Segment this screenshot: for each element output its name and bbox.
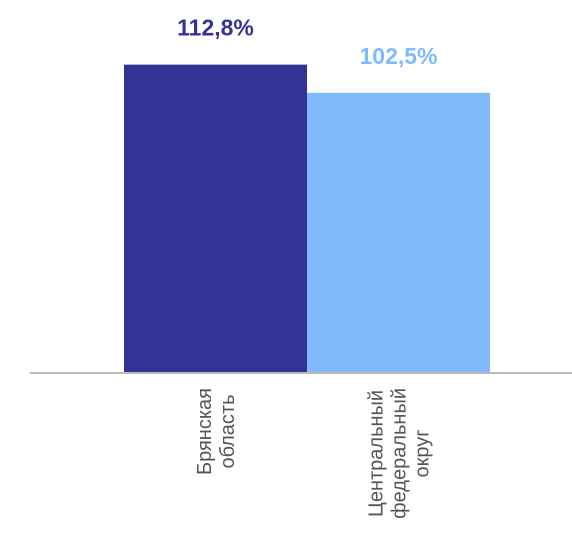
data-labels-group: 112,8% 102,5%	[177, 15, 437, 69]
category-label-1-line-1: Брянская	[194, 388, 216, 475]
bar-2	[307, 92, 490, 373]
category-label-2-line-2: федеральный	[389, 388, 411, 519]
category-label-2-line-3: округ	[412, 429, 434, 477]
bar-1	[124, 64, 307, 374]
data-label-1: 112,8%	[177, 15, 254, 41]
bars-group	[124, 64, 490, 374]
category-label-1-line-2: область	[217, 394, 239, 468]
category-label-1: Брянскаяобласть	[194, 388, 239, 475]
category-labels-group: Брянскаяобласть Центральныйфедеральныйокр…	[194, 388, 434, 519]
category-label-2: Центральныйфедеральныйокруг	[366, 388, 434, 519]
category-label-2-line-1: Центральный	[366, 390, 388, 517]
data-label-2: 102,5%	[359, 43, 437, 69]
